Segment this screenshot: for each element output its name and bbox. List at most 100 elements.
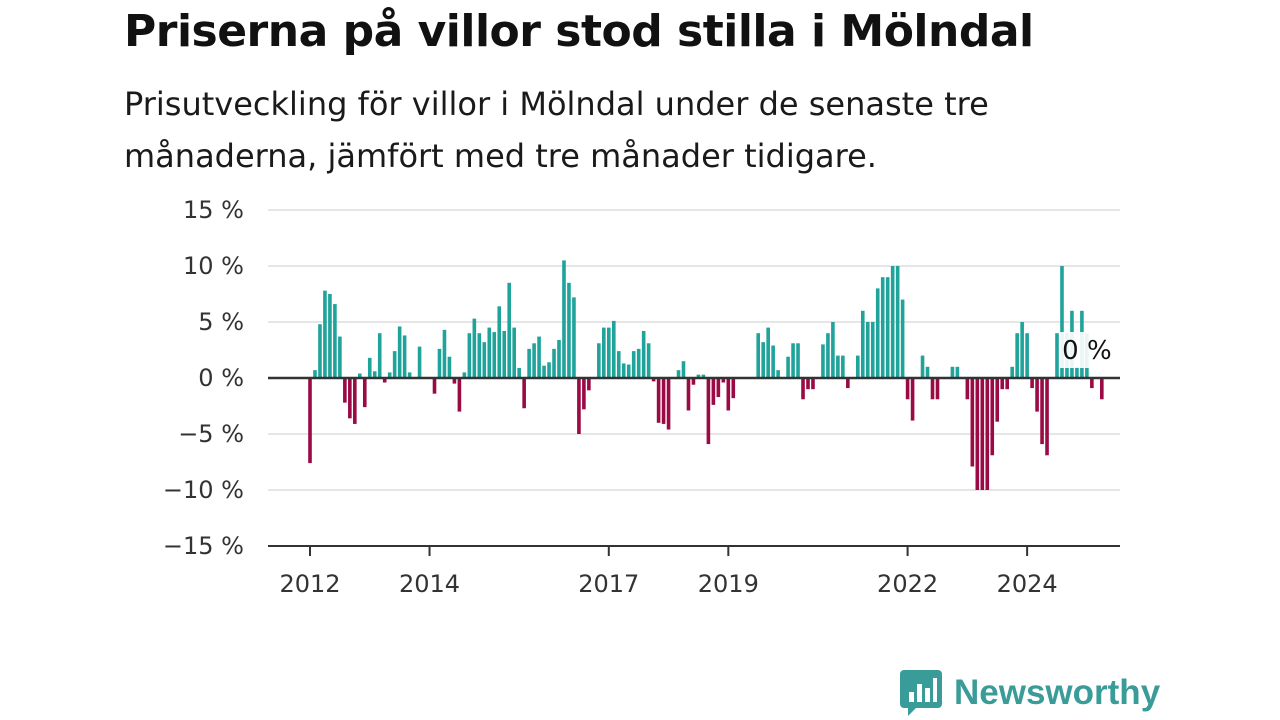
bar — [975, 378, 980, 490]
bar — [661, 378, 666, 424]
bar — [701, 374, 706, 378]
bar — [646, 343, 651, 378]
bar — [846, 378, 850, 389]
bar — [457, 378, 462, 412]
bar — [447, 356, 452, 378]
bar — [636, 348, 641, 378]
bar — [890, 266, 895, 378]
tick-labels: 15 % 10 % 5 % 0 % −5 % −10 % −15 % 2012 2014 2017… — [163, 196, 1058, 598]
bar — [631, 351, 636, 378]
y-tick-label: −15 % — [163, 532, 244, 560]
bar — [353, 378, 357, 424]
bar — [950, 366, 955, 378]
bar — [477, 333, 482, 378]
bar — [467, 333, 472, 378]
bar — [716, 378, 721, 398]
bar — [437, 348, 442, 378]
bar — [343, 378, 347, 403]
bar — [621, 363, 626, 378]
x-tick-label: 2012 — [279, 570, 340, 598]
y-tick-label: 5 % — [198, 308, 244, 336]
newsworthy-bar-chart-icon — [900, 670, 942, 716]
bar — [721, 378, 726, 383]
bar — [462, 372, 467, 378]
bar — [502, 330, 507, 378]
bar — [626, 364, 631, 378]
bar — [990, 378, 995, 456]
bar — [666, 378, 671, 430]
bar — [402, 335, 407, 378]
bar — [895, 266, 900, 378]
annotation-bg — [1059, 332, 1114, 368]
bar — [1040, 378, 1044, 445]
bar — [552, 348, 556, 378]
x-tick-label: 2014 — [399, 570, 460, 598]
bar — [432, 378, 437, 394]
bar — [567, 282, 571, 378]
bar — [587, 378, 591, 391]
bar — [651, 378, 656, 382]
chart-title: Priserna på villor stod stilla i Mölndal — [124, 6, 1034, 57]
bar — [1005, 378, 1009, 390]
y-tick-label: −10 % — [163, 476, 244, 504]
bar — [1090, 378, 1094, 389]
bar — [397, 326, 402, 378]
bar — [318, 324, 322, 378]
bar — [930, 378, 935, 400]
bar — [328, 294, 332, 378]
bar — [382, 378, 387, 383]
bar — [392, 351, 397, 378]
bar — [611, 320, 616, 378]
bar — [487, 327, 492, 378]
bar — [497, 306, 502, 378]
bar — [965, 378, 970, 400]
bar — [756, 333, 760, 378]
bar — [417, 346, 422, 378]
bar — [900, 299, 905, 378]
x-tick-label: 2022 — [877, 570, 938, 598]
bar — [333, 304, 337, 378]
bar — [407, 372, 412, 378]
bar — [791, 343, 795, 378]
bar — [572, 297, 576, 378]
bar — [776, 370, 780, 378]
bar — [761, 342, 765, 378]
bar — [885, 277, 890, 378]
bar — [1020, 322, 1024, 378]
bar — [308, 378, 312, 464]
bar — [1075, 366, 1079, 378]
bar — [676, 370, 681, 378]
bar — [970, 378, 975, 467]
bar — [836, 355, 840, 378]
y-tick-label: −5 % — [178, 420, 244, 448]
bar — [771, 345, 775, 378]
bar — [806, 378, 810, 390]
bar — [641, 330, 646, 378]
bar — [766, 327, 770, 378]
bar — [582, 378, 586, 410]
bar — [577, 378, 581, 434]
bar — [522, 378, 526, 409]
bar — [507, 282, 511, 378]
bar — [482, 342, 487, 378]
bar — [512, 327, 516, 378]
bar — [706, 378, 711, 445]
y-tick-label: 0 % — [198, 364, 244, 392]
bar — [616, 351, 621, 378]
bar — [1045, 378, 1049, 456]
axes — [268, 376, 1120, 556]
bar — [452, 378, 457, 384]
bar — [696, 374, 701, 378]
bar — [860, 310, 865, 378]
bar — [562, 260, 566, 378]
bar — [686, 378, 691, 411]
bar — [681, 361, 686, 378]
bar — [711, 378, 716, 405]
bar — [826, 333, 830, 378]
bar — [348, 378, 352, 419]
bar — [935, 378, 940, 400]
bar — [362, 378, 367, 408]
y-tick-label: 10 % — [183, 252, 244, 280]
bar — [910, 378, 915, 421]
